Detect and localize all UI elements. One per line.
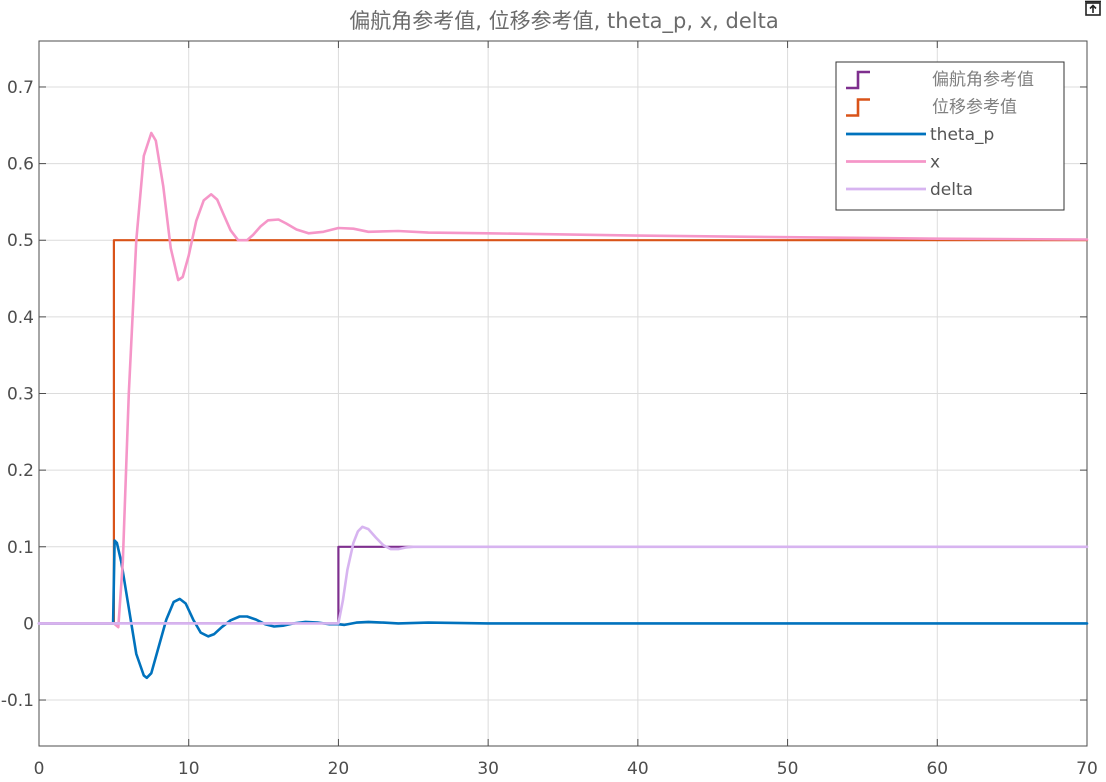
x-tick-label: 10 (178, 759, 200, 779)
legend-label-3: x (930, 153, 940, 173)
x-tick-label: 70 (1076, 759, 1098, 779)
legend-swatch-1 (846, 98, 870, 117)
legend-label-0: 偏航角参考值 (932, 70, 1034, 90)
axes: 0 10 20 30 40 50 60 70 -0.1 0 0.1 0.2 0.3 0.4 0.5 0.6 0.… (1, 40, 1098, 779)
y-tick-label: 0.6 (7, 155, 34, 175)
y-tick-label: 0.1 (7, 538, 34, 558)
legend-box (835, 61, 1065, 211)
legend-label-1: 位移参考值 (932, 98, 1017, 118)
x-tick-label: 20 (328, 759, 350, 779)
y-tick-label: 0.7 (7, 78, 34, 98)
y-tick-label: 0.2 (7, 461, 34, 481)
x-tick-label: 40 (627, 759, 649, 779)
series-line-3 (37, 131, 1089, 629)
x-tick-label: 0 (34, 759, 45, 779)
x-tick-label: 50 (777, 759, 799, 779)
axes-box (38, 40, 1088, 747)
y-tick-label: 0.3 (7, 385, 34, 405)
export-icon[interactable] (1084, 0, 1102, 16)
x-tick-label: 60 (926, 759, 948, 779)
chart-title: 偏航角参考值, 位移参考值, theta_p, x, delta (349, 9, 778, 34)
legend-swatch-0 (846, 70, 870, 90)
y-tick-label: 0.5 (7, 231, 34, 251)
series-line-4 (37, 525, 1089, 625)
plot-area (37, 131, 1089, 680)
x-tick-label: 30 (477, 759, 499, 779)
legend-label-2: theta_p (930, 125, 994, 145)
legend-label-4: delta (930, 180, 973, 200)
y-tick-label: -0.1 (1, 691, 34, 711)
y-tick-label: 0 (23, 614, 34, 634)
y-tick-label: 0.4 (7, 308, 34, 328)
